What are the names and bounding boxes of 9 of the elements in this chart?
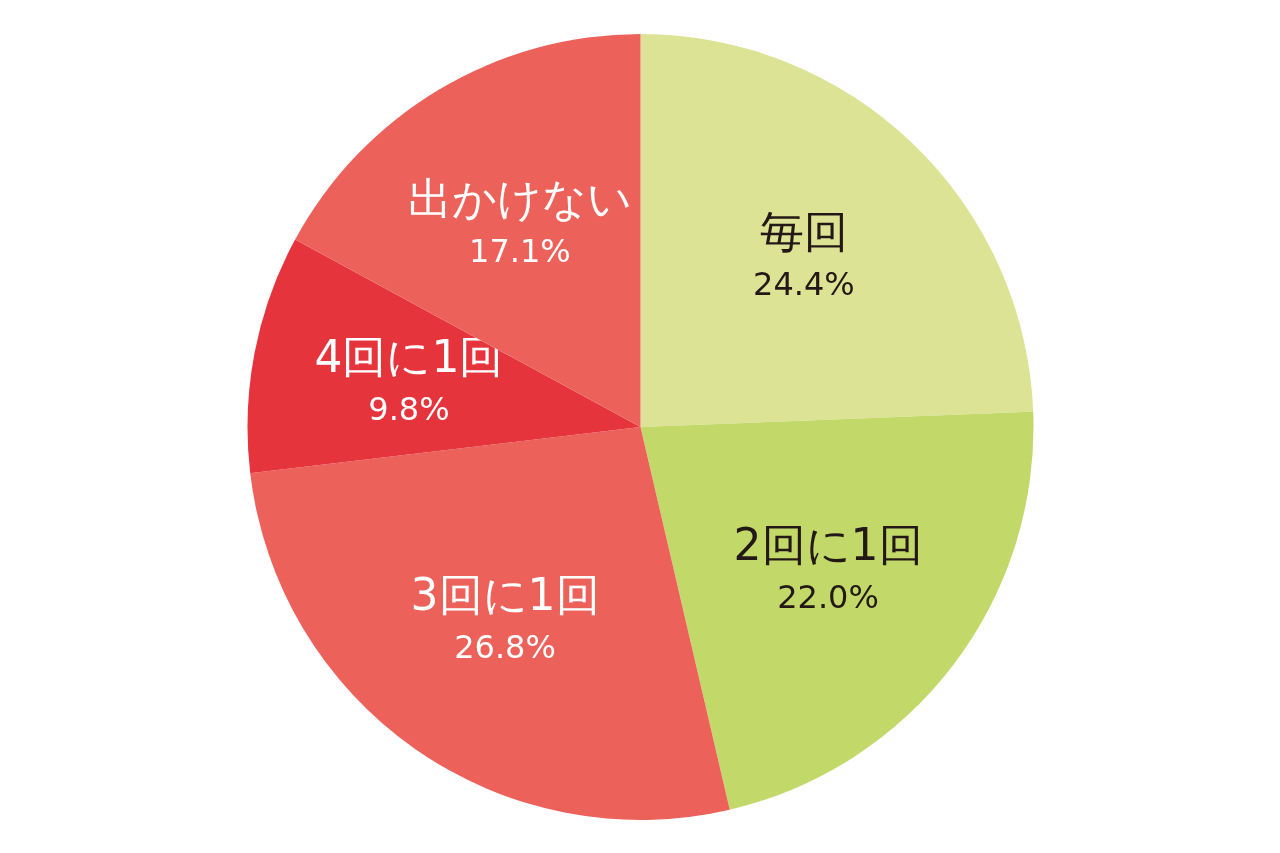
data-label: 24.4% — [753, 264, 855, 303]
data-label: 26.8% — [454, 627, 556, 666]
data-label: 17.1% — [469, 232, 571, 271]
data-label: 9.8% — [368, 390, 450, 429]
slice-label: 出かけない — [407, 173, 632, 225]
slice-label: 毎回 — [759, 206, 848, 258]
data-label: 22.0% — [777, 577, 879, 616]
slice-label: 2回に1回 — [733, 518, 923, 570]
slice-label: 3回に1回 — [410, 569, 600, 620]
